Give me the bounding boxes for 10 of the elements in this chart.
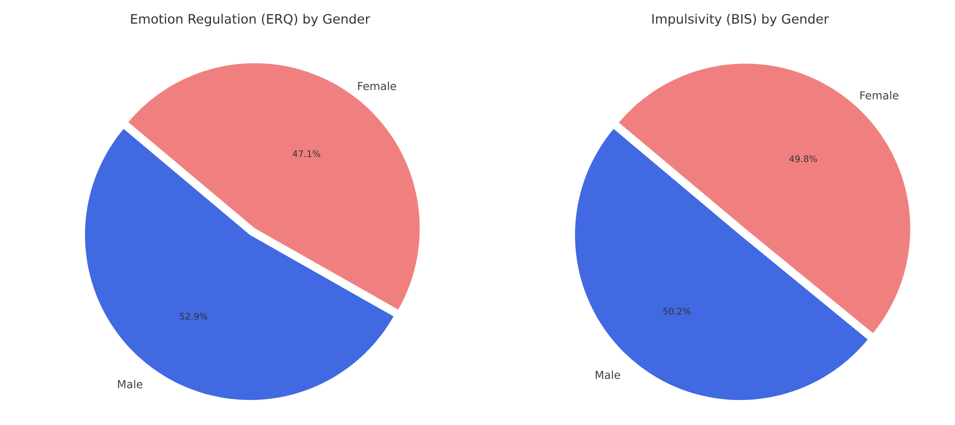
slice-label: Female [358,82,396,90]
chart-title: Impulsivity (BIS) by Gender [652,14,829,26]
slice-label: Male [596,370,620,380]
data-label: 49.8% [789,155,817,162]
data-label: 52.9% [180,312,208,320]
data-label: 50.2% [663,308,691,315]
chart-title: Emotion Regulation (ERQ) by Gender [131,14,370,26]
slice-label: Male [118,380,142,388]
slice-label: Female [860,90,898,100]
data-label: 47.1% [292,150,320,158]
